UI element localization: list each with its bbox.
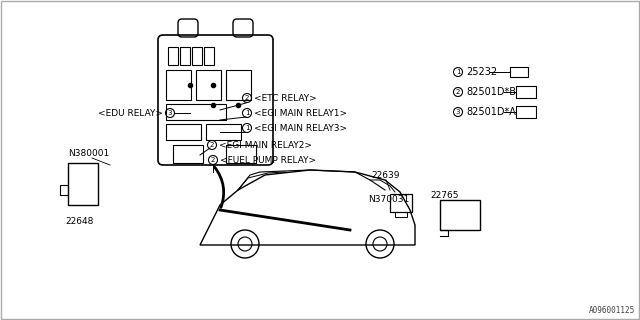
- Text: 82501D*A: 82501D*A: [466, 107, 516, 117]
- Bar: [166, 124, 201, 140]
- Text: 22765: 22765: [431, 191, 460, 200]
- Bar: [68, 163, 98, 205]
- Bar: [166, 104, 226, 120]
- Text: 2: 2: [211, 157, 215, 163]
- Bar: [510, 67, 528, 77]
- Bar: [390, 194, 412, 212]
- Text: 22648: 22648: [66, 217, 94, 226]
- Text: 3: 3: [456, 109, 460, 115]
- Bar: [166, 70, 191, 100]
- Text: 1: 1: [456, 69, 460, 75]
- Bar: [226, 145, 256, 163]
- Text: N370031: N370031: [368, 196, 409, 204]
- Bar: [60, 185, 68, 195]
- Text: 3: 3: [168, 110, 172, 116]
- Text: 2: 2: [210, 142, 214, 148]
- Text: <EGI MAIN RELAY3>: <EGI MAIN RELAY3>: [254, 124, 347, 132]
- Text: <ETC RELAY>: <ETC RELAY>: [254, 93, 317, 102]
- Bar: [206, 124, 241, 140]
- Text: 2: 2: [456, 89, 460, 95]
- Text: 1: 1: [244, 110, 249, 116]
- Bar: [196, 70, 221, 100]
- Text: 25232: 25232: [466, 67, 497, 77]
- Text: 22639: 22639: [372, 171, 400, 180]
- Text: <EGI MAIN RELAY1>: <EGI MAIN RELAY1>: [254, 108, 347, 117]
- Bar: [226, 70, 251, 100]
- Bar: [516, 106, 536, 118]
- Bar: [440, 200, 480, 230]
- Text: 82501D*B: 82501D*B: [466, 87, 516, 97]
- Bar: [192, 47, 202, 65]
- Bar: [173, 145, 203, 163]
- Bar: [395, 212, 407, 217]
- Text: 2: 2: [245, 95, 249, 101]
- Text: <EGI MAIN RELAY2>: <EGI MAIN RELAY2>: [219, 140, 312, 149]
- Bar: [180, 47, 190, 65]
- Bar: [168, 47, 178, 65]
- Text: <FUEL PUMP RELAY>: <FUEL PUMP RELAY>: [220, 156, 316, 164]
- Text: A096001125: A096001125: [589, 306, 635, 315]
- Text: N380001: N380001: [68, 149, 109, 158]
- Text: 1: 1: [244, 125, 249, 131]
- Bar: [204, 47, 214, 65]
- Bar: [516, 86, 536, 98]
- Text: <EDU RELAY>: <EDU RELAY>: [98, 108, 163, 117]
